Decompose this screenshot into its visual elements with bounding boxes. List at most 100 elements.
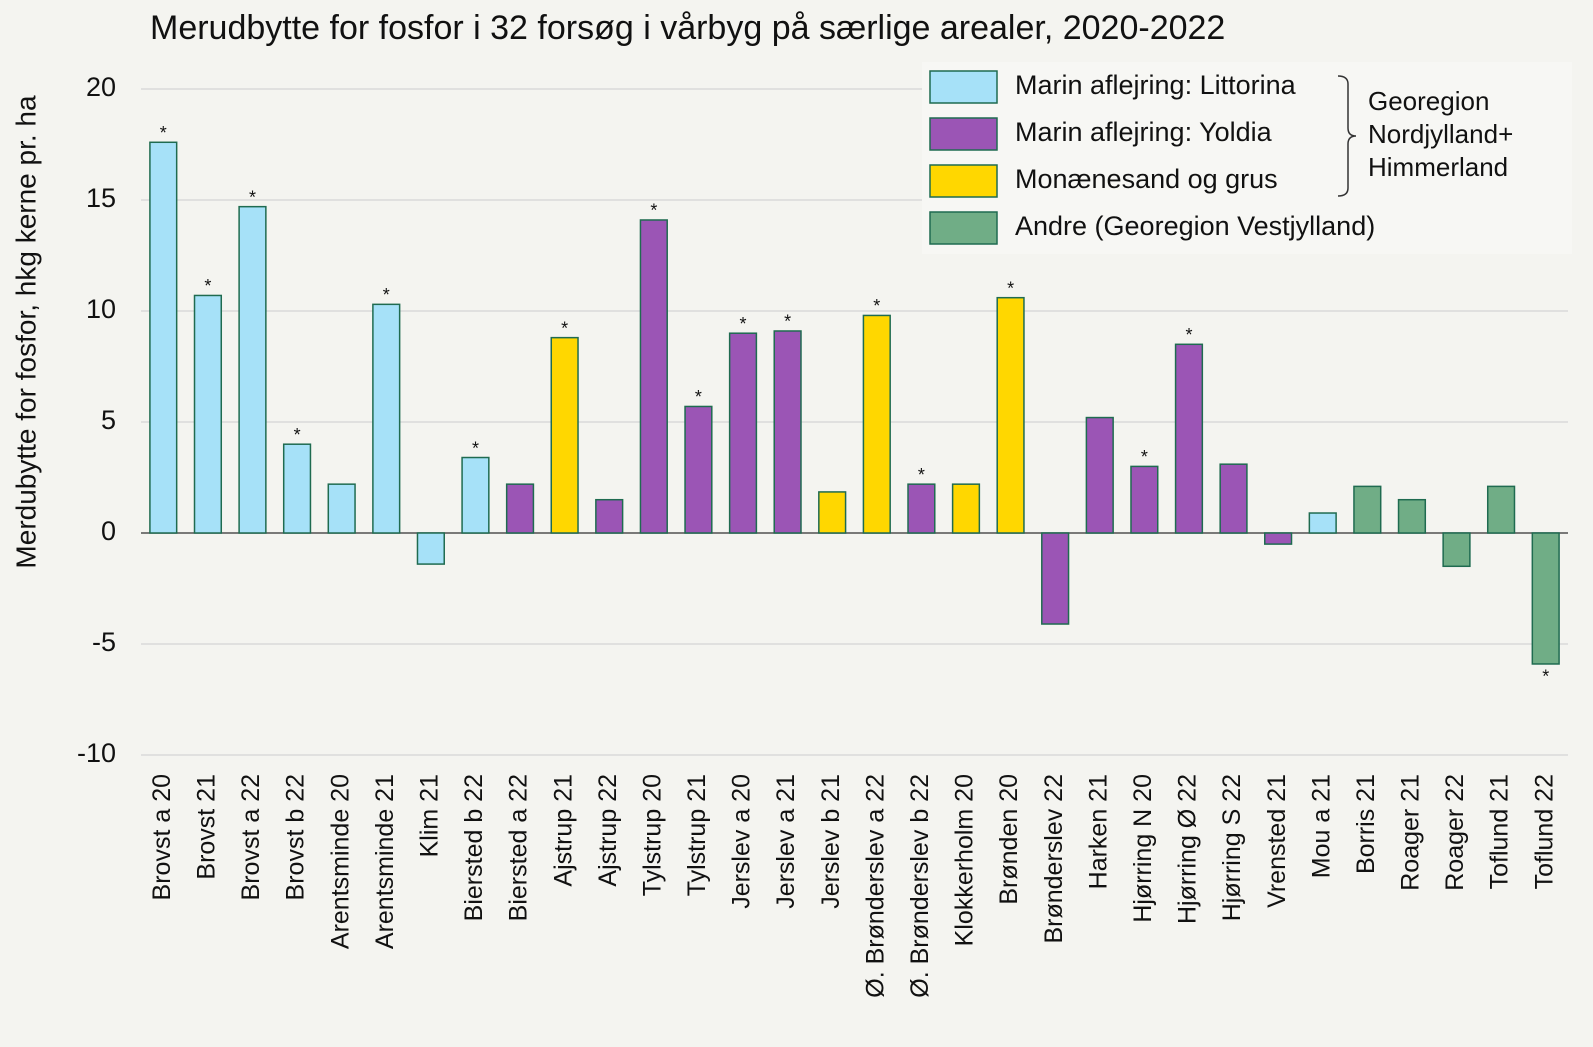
bar [595,498,624,534]
bar [1531,532,1560,665]
x-tick-label: Biersted a 22 [505,774,533,921]
bar [1397,498,1427,534]
x-tick-label: Roager 21 [1397,774,1425,891]
legend-swatch [929,164,998,198]
chart-title: Merudbytte for fosfor i 32 forsøg i vårb… [150,9,1225,47]
significance-marker: * [249,187,256,207]
legend-label: Marin aflejring: Littorina [1015,70,1297,100]
bar [1353,485,1382,534]
x-tick-label: Biersted b 22 [460,774,488,921]
bar [461,456,490,534]
x-tick-label: Tylstrup 20 [638,774,666,896]
bar [996,296,1025,534]
x-tick-label: Jerslev a 20 [728,774,756,909]
bar [862,314,891,534]
x-tick-label: Ø. Brønderslev a 22 [861,774,889,998]
y-tick-label: 0 [101,516,116,546]
bar [1085,416,1114,534]
significance-marker: * [650,201,657,221]
y-tick-label: 15 [86,183,116,213]
x-tick-label: Arentsminde 20 [326,774,354,949]
x-tick-label: Brovst a 22 [237,774,265,900]
bar [1264,532,1293,545]
x-tick-label: Jerslev a 21 [772,774,800,909]
x-tick-label: Ajstrup 21 [549,774,577,887]
legend-background [922,62,1572,254]
x-tick-label: Ø. Brønderslev b 22 [906,774,934,998]
bar [1041,532,1070,625]
bar [505,483,535,534]
x-tick-label: Toflund 21 [1486,774,1514,889]
x-tick-label: Tylstrup 21 [683,774,711,896]
y-tick-label: -5 [92,627,116,657]
legend-swatch [929,70,998,104]
bracket-label: Himmerland [1368,152,1508,182]
significance-marker: * [918,465,925,485]
y-tick-label: -10 [77,738,116,768]
legend-swatch [929,211,998,245]
significance-marker: * [383,285,390,305]
bracket-label: Nordjylland+ [1368,119,1513,149]
legend-label: Andre (Georegion Vestjylland) [1015,211,1375,241]
bar [238,205,267,534]
x-tick-label: Mou a 21 [1307,774,1335,878]
bar [327,483,356,534]
significance-marker: * [695,387,702,407]
bar [1219,463,1248,534]
significance-marker: * [294,425,301,445]
bar [416,532,445,565]
x-tick-label: Arentsminde 21 [371,774,399,949]
significance-marker: * [1542,667,1549,687]
bar [684,405,713,534]
x-tick-label: Brønden 20 [995,774,1023,905]
x-tick-label: Brovst 21 [193,774,221,880]
bar [282,443,312,534]
x-tick-label: Hjørring S 22 [1218,774,1246,921]
significance-marker: * [1185,325,1192,345]
x-tick-label: Hjørring N 20 [1129,774,1157,923]
significance-marker: * [204,276,211,296]
bar [550,336,579,534]
bar [1308,512,1337,534]
bar [639,219,668,534]
x-tick-label: Klim 21 [415,774,443,857]
bar [818,491,847,534]
legend-bracket [1337,75,1357,197]
y-tick-label: 10 [86,294,116,324]
y-tick-label: 20 [86,72,116,102]
bar [907,483,936,534]
x-tick-label: Klokkerholm 20 [951,774,979,946]
x-tick-label: Brovst a 20 [148,774,176,900]
legend-label: Marin aflejring: Yoldia [1015,117,1273,147]
x-tick-label: Hjørring Ø 22 [1174,774,1202,924]
bar [193,294,223,534]
bar [1174,343,1204,534]
bar [728,332,758,534]
bar [1130,465,1159,534]
bar [149,141,178,534]
bar [773,330,802,534]
bar [1486,485,1516,534]
significance-marker: * [1007,278,1014,298]
x-tick-label: Roager 22 [1441,774,1469,891]
y-axis-label: Merdubytte for fosfor, hkg kerne pr. ha [10,95,41,569]
bar [1442,532,1471,568]
significance-marker: * [1141,447,1148,467]
x-tick-label: Borris 21 [1352,774,1380,874]
x-tick-label: Harken 21 [1084,774,1112,889]
x-tick-label: Toflund 22 [1530,774,1558,889]
significance-marker: * [873,296,880,316]
legend-swatch [929,117,998,151]
x-tick-label: Brovst b 22 [282,774,310,900]
significance-marker: * [160,123,167,143]
bracket-label: Georegion [1368,86,1489,116]
x-tick-label: Brønderslev 22 [1040,774,1068,944]
significance-marker: * [740,314,747,334]
x-tick-label: Vrensted 21 [1263,774,1291,908]
significance-marker: * [784,312,791,332]
bar [372,303,401,534]
bar [951,483,981,534]
significance-marker: * [561,318,568,338]
y-tick-label: 5 [101,405,116,435]
